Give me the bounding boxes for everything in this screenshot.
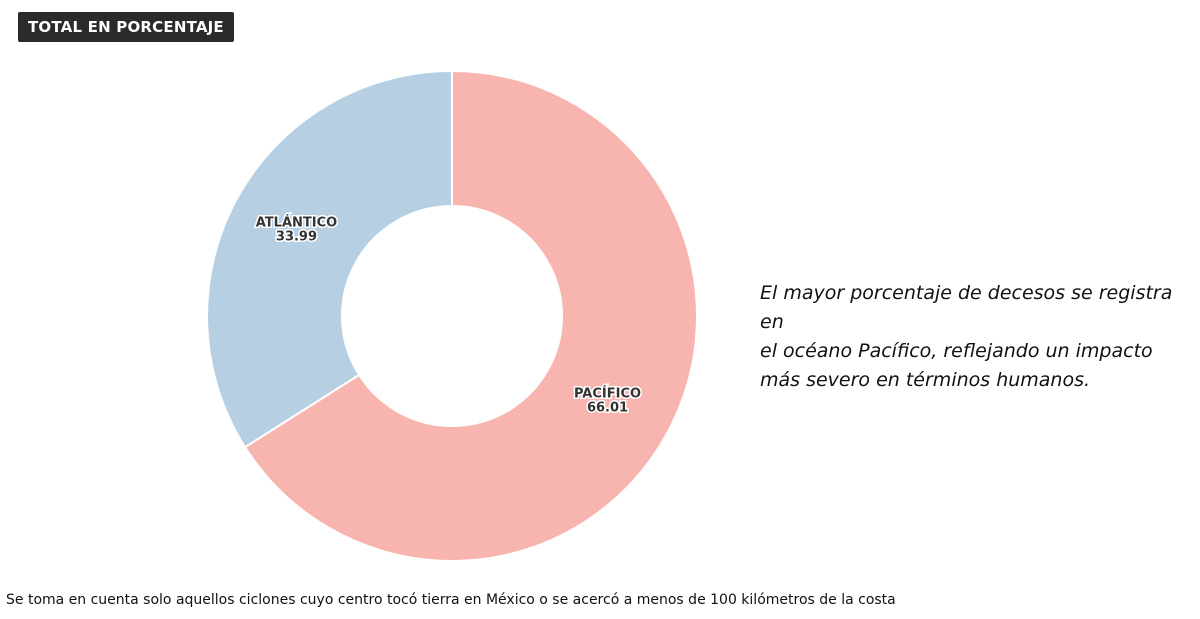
chart-title: TOTAL EN PORCENTAJE [18,12,234,42]
slice-atlántico [206,69,453,449]
slice-label: ATLÁNTICO [256,214,337,230]
annotation-line: más severo en términos humanos. [760,369,1091,391]
slice-label: PACÍFICO [574,386,641,402]
slice-pacífico [243,69,698,562]
annotation-line: el océano Pacífico, reflejando un impact… [760,340,1153,362]
annotation-text: El mayor porcentaje de decesos se regist… [760,279,1190,395]
footnote: Se toma en cuenta solo aquellos ciclones… [6,592,896,608]
slice-value-label: 66.01 [587,401,628,416]
slice-value-label: 33.99 [276,229,317,244]
annotation-line: El mayor porcentaje de decesos se regist… [760,282,1173,333]
